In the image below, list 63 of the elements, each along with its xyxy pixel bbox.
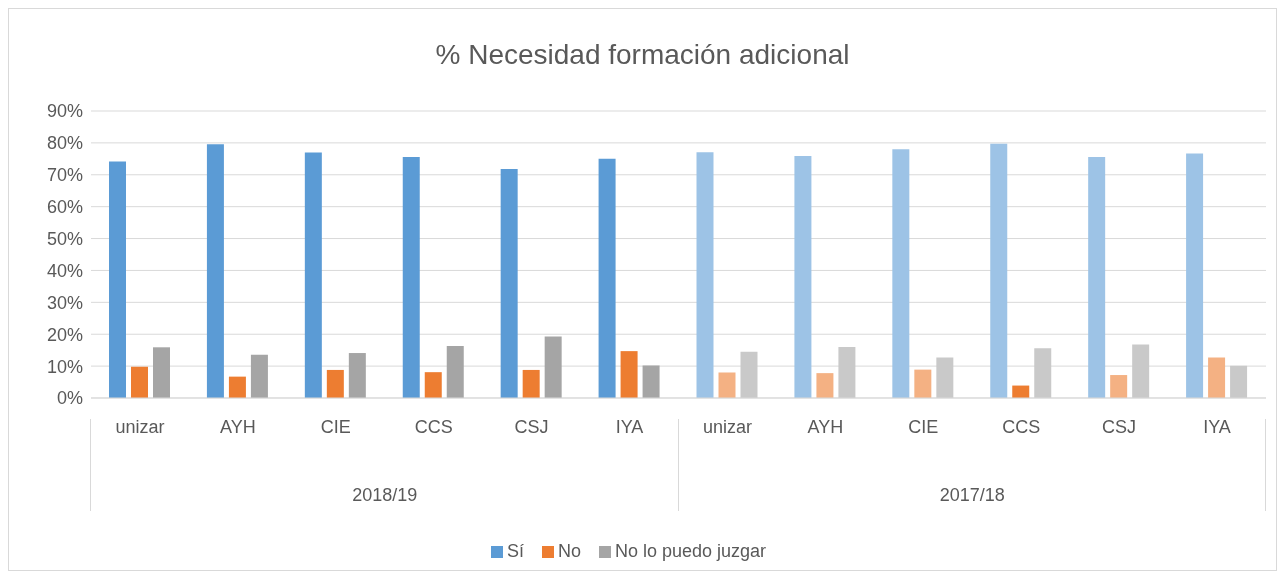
- chart-title: % Necesidad formación adicional: [434, 39, 851, 71]
- y-tick-label: 0%: [56, 388, 83, 409]
- bar: [446, 346, 464, 398]
- bar: [206, 144, 224, 398]
- bar: [1208, 357, 1226, 398]
- bar: [696, 152, 714, 398]
- bar: [424, 372, 442, 398]
- bar: [1186, 153, 1204, 398]
- x-tick-label: CIE: [908, 416, 939, 437]
- x-tick-label: AYH: [220, 416, 256, 437]
- x-tick-label: IYA: [1203, 416, 1231, 437]
- bar: [1230, 365, 1248, 398]
- y-tick-label: 30%: [46, 292, 83, 313]
- legend-label: No: [557, 541, 581, 561]
- y-tick-label: 60%: [46, 197, 83, 218]
- x-tick-label: CCS: [414, 416, 453, 437]
- bar: [838, 346, 856, 398]
- y-tick-label: 20%: [46, 324, 83, 345]
- bar: [1132, 344, 1150, 398]
- bar: [936, 357, 954, 398]
- bar: [500, 169, 518, 398]
- x-tick-label: AYH: [807, 416, 844, 437]
- bar: [892, 149, 910, 398]
- bar: [816, 373, 834, 398]
- x-tick-label: unizar: [115, 416, 165, 437]
- y-tick-label: 50%: [46, 228, 83, 249]
- bar: [250, 354, 268, 398]
- bar: [1088, 156, 1106, 398]
- bar: [326, 369, 344, 398]
- bar: [109, 161, 126, 398]
- bar: [228, 376, 246, 398]
- y-tick-label: 70%: [46, 165, 83, 186]
- bar: [131, 366, 148, 398]
- bar: [794, 155, 812, 398]
- bar: [544, 336, 562, 398]
- x-tick-label: CCS: [1002, 416, 1041, 437]
- x-tick-label: IYA: [615, 416, 644, 437]
- text: 2017/18: [938, 485, 1006, 506]
- bar: [1034, 348, 1052, 398]
- x-tick-label: CSJ: [1102, 416, 1137, 437]
- bar: [642, 365, 660, 398]
- bar: [914, 369, 932, 398]
- x-tick-label: CIE: [320, 416, 351, 437]
- text: 2018/19: [351, 485, 419, 506]
- bar: [348, 353, 366, 398]
- bar: [402, 156, 420, 398]
- y-tick-label: 40%: [46, 260, 83, 281]
- x-tick-label: unizar: [702, 416, 752, 437]
- bar: [304, 152, 322, 398]
- x-tick-label: CSJ: [514, 416, 549, 437]
- y-tick-label: 80%: [46, 133, 83, 154]
- bar: [1110, 375, 1128, 398]
- bar: [598, 158, 616, 398]
- y-tick-label: 10%: [46, 356, 83, 377]
- y-tick-label: 90%: [46, 101, 83, 122]
- bar: [522, 369, 540, 398]
- bar: [620, 351, 638, 398]
- bar: [153, 347, 170, 398]
- bar: [740, 351, 758, 398]
- legend-label: Sí: [506, 541, 524, 561]
- legend-label: No lo puedo juzgar: [614, 541, 767, 561]
- bar: [990, 143, 1008, 398]
- bar: [718, 372, 736, 398]
